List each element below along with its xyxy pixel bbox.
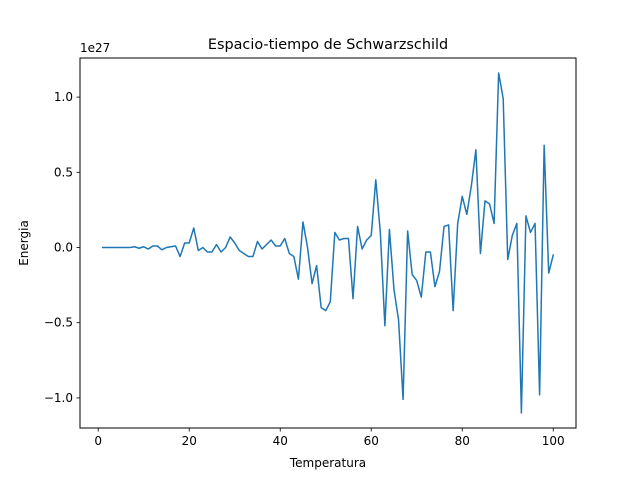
y-tick-label: −1.0 [44,391,73,405]
plot-frame [79,57,577,429]
x-tick-label: 60 [364,434,379,448]
y-tick-label: 1.0 [54,90,73,104]
x-tick-label: 100 [542,434,565,448]
x-tick-label: 0 [94,434,102,448]
y-offset-label: 1e27 [80,41,110,55]
y-tick-label: 0.0 [54,241,73,255]
series-line-0 [102,72,555,414]
x-tick-label: 20 [182,434,197,448]
chart-title: Espacio-tiempo de Schwarzschild [208,37,448,53]
plot-area [80,58,576,428]
x-tick-label: 40 [273,434,288,448]
x-axis-label: Temperatura [289,456,366,470]
y-axis-label: Energia [17,220,31,266]
y-tick-label: −0.5 [44,316,73,330]
y-tick-label: 0.5 [54,165,73,179]
x-tick-label: 80 [455,434,470,448]
